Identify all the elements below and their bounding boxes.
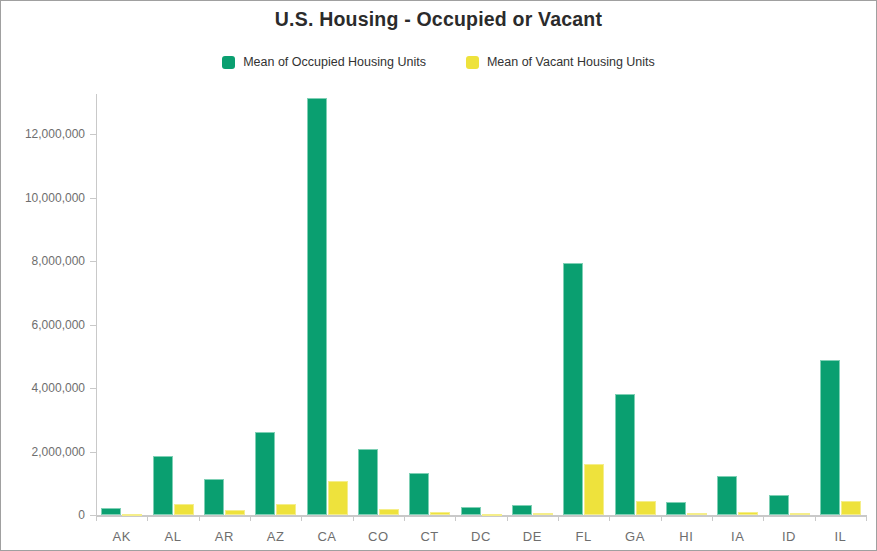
bar-vacant-hi[interactable]: [687, 513, 707, 515]
y-tick-mark: [90, 388, 96, 389]
y-axis-tick-label: 4,000,000: [1, 381, 85, 395]
bar-vacant-fl[interactable]: [584, 464, 604, 515]
x-axis-category-label: IA: [712, 529, 763, 545]
x-tick-mark: [250, 517, 251, 521]
bar-occupied-hi[interactable]: [666, 502, 686, 515]
x-axis-category-label: HI: [661, 529, 712, 545]
x-tick-mark: [353, 517, 354, 521]
y-tick-mark: [90, 452, 96, 453]
y-axis-tick-label: 6,000,000: [1, 318, 85, 332]
bar-vacant-al[interactable]: [174, 504, 194, 515]
bar-occupied-ak[interactable]: [101, 508, 121, 515]
x-axis-category-label: DC: [455, 529, 506, 545]
y-tick-mark: [90, 515, 96, 516]
bar-vacant-id[interactable]: [790, 513, 810, 515]
bar-vacant-ca[interactable]: [328, 481, 348, 515]
bar-occupied-ct[interactable]: [409, 473, 429, 515]
x-axis-category-label: AZ: [250, 529, 301, 545]
x-axis-category-label: AR: [199, 529, 250, 545]
y-axis-tick-label: 8,000,000: [1, 254, 85, 268]
bar-occupied-ca[interactable]: [307, 98, 327, 515]
x-axis-category-label: CT: [404, 529, 455, 545]
bar-vacant-az[interactable]: [276, 504, 296, 515]
bar-occupied-id[interactable]: [769, 495, 789, 515]
x-tick-mark: [404, 517, 405, 521]
bar-occupied-de[interactable]: [512, 505, 532, 515]
bar-occupied-az[interactable]: [255, 432, 275, 515]
bar-vacant-ct[interactable]: [430, 512, 450, 515]
x-tick-mark: [558, 517, 559, 521]
bar-vacant-de[interactable]: [533, 513, 553, 515]
x-tick-mark: [147, 517, 148, 521]
bar-occupied-fl[interactable]: [563, 263, 583, 515]
x-tick-mark: [507, 517, 508, 521]
y-tick-mark: [90, 325, 96, 326]
x-tick-mark: [661, 517, 662, 521]
y-axis-tick-label: 2,000,000: [1, 445, 85, 459]
bar-occupied-ga[interactable]: [615, 394, 635, 515]
bar-occupied-ia[interactable]: [717, 476, 737, 515]
y-axis-tick-label: 12,000,000: [1, 127, 85, 141]
bar-occupied-il[interactable]: [820, 360, 840, 515]
x-tick-mark: [199, 517, 200, 521]
x-tick-mark: [455, 517, 456, 521]
x-axis-category-label: ID: [763, 529, 814, 545]
y-tick-mark: [90, 198, 96, 199]
bar-vacant-ar[interactable]: [225, 510, 245, 515]
bar-chart: 0 2,000,000 4,000,000 6,000,000 8,000,000 10,…: [1, 1, 877, 551]
bar-occupied-al[interactable]: [153, 456, 173, 515]
bar-vacant-co[interactable]: [379, 509, 399, 515]
x-axis-category-label: IL: [815, 529, 866, 545]
x-axis-category-label: DE: [507, 529, 558, 545]
x-axis-category-label: FL: [558, 529, 609, 545]
x-axis-category-label: AK: [96, 529, 147, 545]
x-axis-category-label: AL: [147, 529, 198, 545]
bar-vacant-ia[interactable]: [738, 512, 758, 515]
y-tick-mark: [90, 134, 96, 135]
bar-occupied-co[interactable]: [358, 449, 378, 515]
y-axis-tick-label: 0: [1, 508, 85, 522]
x-tick-mark: [815, 517, 816, 521]
x-axis-category-label: CA: [301, 529, 352, 545]
x-tick-mark: [96, 517, 97, 521]
x-tick-mark: [712, 517, 713, 521]
bar-vacant-il[interactable]: [841, 501, 861, 515]
bar-vacant-dc[interactable]: [482, 514, 502, 516]
y-axis-line: [96, 94, 97, 517]
x-tick-mark: [866, 517, 867, 521]
x-axis-category-label: GA: [609, 529, 660, 545]
bar-occupied-ar[interactable]: [204, 479, 224, 515]
bar-vacant-ak[interactable]: [122, 514, 142, 516]
bar-occupied-dc[interactable]: [461, 507, 481, 515]
chart-window: U.S. Housing - Occupied or Vacant Mean o…: [0, 0, 877, 551]
x-tick-mark: [609, 517, 610, 521]
bar-vacant-ga[interactable]: [636, 501, 656, 515]
x-tick-mark: [763, 517, 764, 521]
y-tick-mark: [90, 261, 96, 262]
x-axis-category-label: CO: [353, 529, 404, 545]
y-axis-tick-label: 10,000,000: [1, 191, 85, 205]
x-tick-mark: [301, 517, 302, 521]
